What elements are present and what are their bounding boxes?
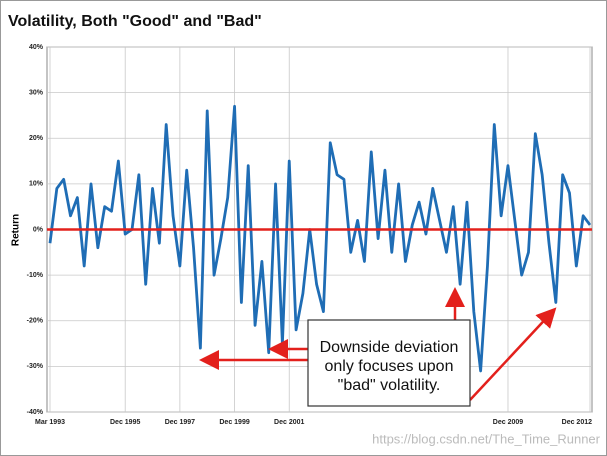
x-tick-label: Dec 2012 bbox=[562, 419, 592, 426]
watermark: https://blog.csdn.net/The_Time_Runner bbox=[372, 431, 601, 446]
y-tick-label: 30% bbox=[29, 89, 44, 96]
y-tick-label: 10% bbox=[29, 181, 44, 188]
y-tick-label: -10% bbox=[27, 272, 44, 279]
annotation-wrap: Downside deviation only focuses upon "ba… bbox=[319, 339, 459, 394]
y-tick-label: 40% bbox=[29, 44, 44, 51]
x-tick-label: Mar 1993 bbox=[35, 419, 65, 426]
arrow bbox=[469, 307, 557, 401]
y-tick-label: -40% bbox=[27, 409, 44, 416]
annotation: Downside deviation only focuses upon "ba… bbox=[319, 339, 459, 394]
y-axis-label: Return bbox=[11, 214, 22, 246]
chart-title: Volatility, Both "Good" and "Bad" bbox=[8, 13, 262, 30]
x-tick-label: Dec 1997 bbox=[165, 419, 195, 426]
x-tick-label: Dec 2001 bbox=[274, 419, 304, 426]
series-line bbox=[48, 104, 592, 373]
y-tick-label: 0% bbox=[33, 226, 44, 233]
x-tick-label: Dec 2009 bbox=[493, 419, 523, 426]
x-tick-label: Dec 1995 bbox=[110, 419, 140, 426]
y-tick-label: -30% bbox=[27, 363, 44, 370]
y-tick-label: 20% bbox=[29, 135, 44, 142]
plot: -40% -30% -20% -10% 0% 10% 20% 30% 40% Mar 1993 De… bbox=[27, 44, 592, 426]
y-tick-label: -20% bbox=[27, 318, 44, 325]
annotation-box bbox=[307, 319, 471, 407]
x-tick-label: Dec 1999 bbox=[219, 419, 249, 426]
annotation-group: Downside deviation only focuses upon "ba… bbox=[199, 287, 557, 407]
